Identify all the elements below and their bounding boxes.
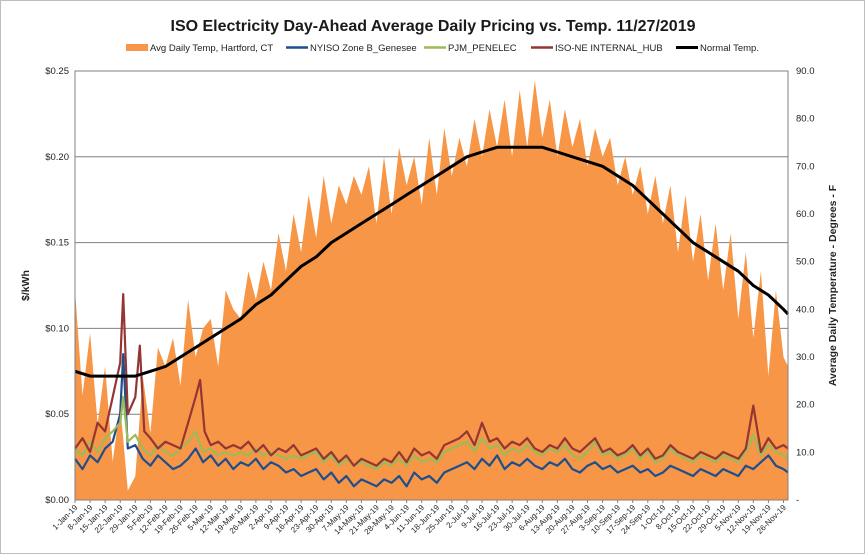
y-axis-label: $/kWh	[20, 270, 32, 301]
chart-title: ISO Electricity Day-Ahead Average Daily …	[171, 18, 696, 35]
legend-label-pjm-penelec: PJM_PENELEC	[448, 43, 517, 54]
series-line-iso-ne-internal-hub	[74, 293, 789, 467]
x-axis-ticks: 1-Jan-198-Jan-1915-Jan-1922-Jan-1929-Jan…	[51, 500, 788, 536]
temperature-area-layer	[75, 80, 788, 500]
series-line-nyiso-zone-b-genesee	[74, 353, 789, 488]
price-lines-layer	[74, 145, 790, 488]
y-tick-label: $0.10	[45, 323, 69, 334]
series-line-pjm-penelec	[74, 395, 789, 471]
right-axis-ticks: - 10.0 20.0 30.0 40.0 50.0 60.0 70.0 80.0 90.0	[796, 66, 815, 506]
series-area-avg-daily-temp-hartford-ct	[75, 80, 788, 500]
left-axis-ticks: $0.00 $0.05 $0.10 $0.15 $0.20 $0.25	[45, 66, 69, 506]
legend-label-iso-ne-internal-hub: ISO-NE INTERNAL_HUB	[555, 43, 663, 54]
legend: Avg Daily Temp, Hartford, CT NYISO Zone B…	[126, 43, 759, 54]
legend-label-nyiso-zone-b-genesee: NYISO Zone B_Genesee	[310, 43, 417, 54]
y2-tick-label: 60.0	[796, 209, 815, 220]
y-tick-label: $0.20	[45, 152, 69, 163]
y-tick-label: $0.15	[45, 238, 69, 249]
legend-label-avg-daily-temp-hartford-ct: Avg Daily Temp, Hartford, CT	[150, 43, 273, 54]
y2-tick-label: 80.0	[796, 114, 815, 125]
y2-tick-label: 30.0	[796, 352, 815, 363]
plot-border	[74, 70, 789, 501]
legend-swatch-avg-daily-temp-hartford-ct	[126, 44, 148, 51]
y2-tick-label: 50.0	[796, 257, 815, 268]
y2-tick-label: 20.0	[796, 400, 815, 411]
y2-tick-label: 10.0	[796, 447, 815, 458]
y-tick-label: $0.00	[45, 495, 69, 506]
y-tick-label: $0.05	[45, 409, 69, 420]
legend-label-normal-temp: Normal Temp.	[700, 43, 759, 54]
y-tick-label: $0.25	[45, 66, 69, 77]
y2-axis-label: Average Daily Temperature - Degrees - F	[827, 184, 839, 386]
y2-tick-label: 90.0	[796, 66, 815, 77]
y2-tick-label: -	[796, 495, 799, 506]
series-line-normal-temp	[74, 145, 790, 378]
y2-tick-label: 70.0	[796, 161, 815, 172]
y2-tick-label: 40.0	[796, 304, 815, 315]
